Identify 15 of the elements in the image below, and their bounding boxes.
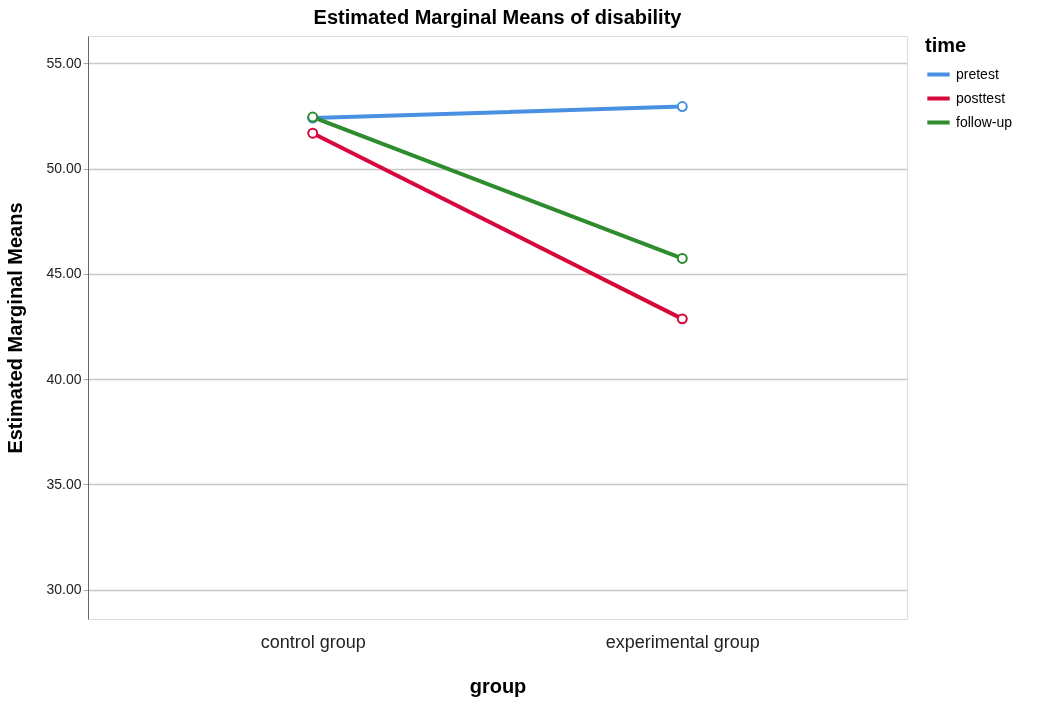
legend-label: posttest [956, 89, 1006, 106]
chart-title: Estimated Marginal Means of disability [313, 6, 683, 28]
legend-label: pretest [956, 65, 999, 82]
y-tick-label: 50.00 [46, 160, 82, 177]
x-tick-label: control group [260, 631, 366, 652]
y-tick-label: 30.00 [46, 581, 82, 598]
x-axis-title: group [469, 674, 527, 697]
y-tick-label: 35.00 [46, 475, 82, 492]
y-tick-label: 45.00 [46, 265, 82, 282]
legend-label: follow-up [956, 113, 1013, 130]
y-tick-label: 55.00 [46, 54, 82, 71]
y-tick-label: 40.00 [46, 370, 82, 387]
x-tick-label: experimental group [605, 631, 760, 652]
y-axis-title: Estimated Marginal Means [4, 202, 27, 454]
legend-title: time [925, 34, 967, 56]
